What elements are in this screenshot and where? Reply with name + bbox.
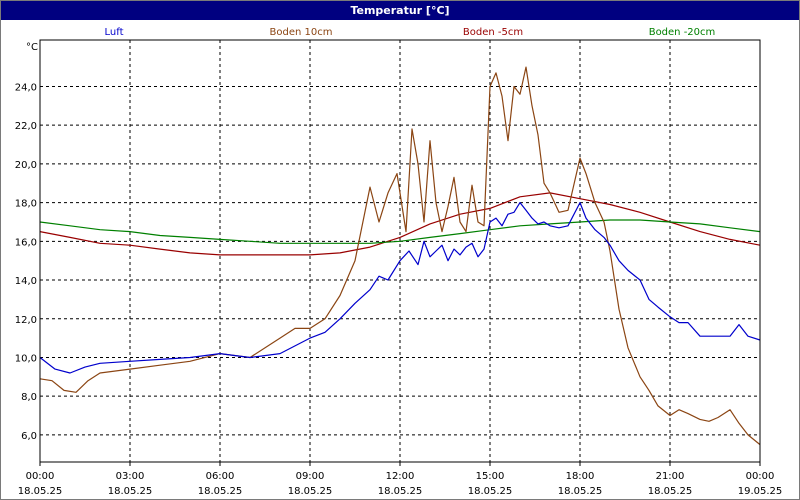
y-tick-label: 8,0	[21, 392, 37, 403]
x-tick-time: 18:00	[566, 471, 595, 482]
x-tick-date: 19.05.25	[738, 486, 783, 497]
x-tick-time: 03:00	[116, 471, 145, 482]
x-tick-date: 18.05.25	[18, 486, 63, 497]
y-tick-label: 6,0	[21, 431, 37, 442]
y-axis-unit: °C	[26, 42, 38, 53]
x-tick-time: 12:00	[386, 471, 415, 482]
legend-item: Boden -20cm	[649, 27, 716, 38]
x-tick-date: 18.05.25	[558, 486, 603, 497]
x-axis-ticks: 00:00 18.05.25 03:00 18.05.25 06:00 18.05.25 0…	[18, 462, 783, 497]
x-tick-time: 00:00	[26, 471, 55, 482]
series-line-boden-5cm	[39, 192, 761, 256]
series-line-boden-10cm	[39, 66, 761, 446]
legend: Luft Boden 10cm Boden -5cm Boden -20cm	[105, 27, 716, 38]
plot-frame	[39, 39, 761, 463]
x-tick-time: 15:00	[476, 471, 505, 482]
legend-item: Boden 10cm	[270, 27, 333, 38]
x-tick-time: 06:00	[206, 471, 235, 482]
x-tick-time: 09:00	[296, 471, 325, 482]
window-title: Temperatur [°C]	[1, 1, 799, 20]
y-tick-label: 12,0	[15, 315, 37, 326]
y-tick-label: 22,0	[15, 121, 37, 132]
y-tick-label: 16,0	[15, 237, 37, 248]
x-tick-date: 18.05.25	[288, 486, 333, 497]
x-tick-date: 18.05.25	[468, 486, 513, 497]
y-tick-label: 20,0	[15, 160, 37, 171]
y-tick-label: 24,0	[15, 82, 37, 93]
series-lines	[39, 66, 761, 446]
x-tick-time: 21:00	[656, 471, 685, 482]
y-tick-label: 18,0	[15, 199, 37, 210]
x-tick-date: 18.05.25	[648, 486, 693, 497]
series-line-boden-20cm	[39, 219, 761, 244]
y-tick-label: 10,0	[15, 353, 37, 364]
x-tick-date: 18.05.25	[198, 486, 243, 497]
y-axis-ticks: 6,0 8,0 10,0 12,0 14,0 16,0 18,0 20,0 22,0 24,0	[15, 82, 37, 441]
chart-grid	[40, 40, 760, 462]
series-line-luft	[39, 202, 761, 374]
x-tick-date: 18.05.25	[108, 486, 153, 497]
legend-item: Luft	[105, 27, 124, 38]
x-tick-date: 18.05.25	[378, 486, 423, 497]
x-tick-time: 00:00	[746, 471, 775, 482]
legend-item: Boden -5cm	[463, 27, 523, 38]
y-tick-label: 14,0	[15, 276, 37, 287]
